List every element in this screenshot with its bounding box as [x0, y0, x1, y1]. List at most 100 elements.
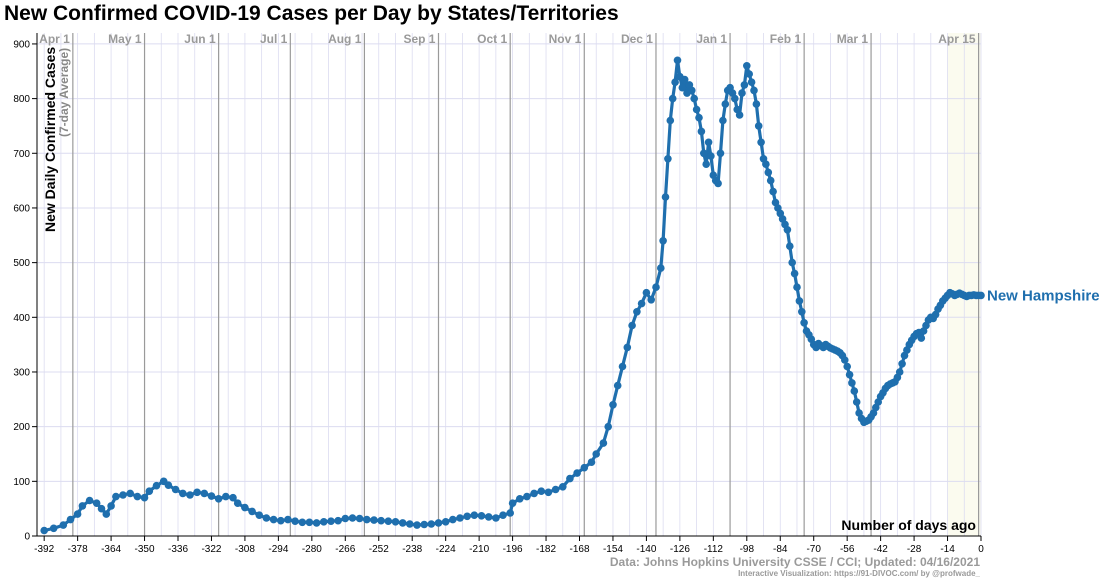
data-point[interactable] [743, 62, 751, 70]
data-point[interactable] [523, 492, 531, 501]
data-point[interactable] [573, 469, 581, 477]
data-point[interactable] [609, 401, 617, 409]
data-point[interactable] [657, 264, 665, 272]
data-point[interactable] [898, 360, 906, 368]
data-point[interactable] [327, 517, 335, 525]
data-point[interactable] [179, 489, 187, 498]
data-point[interactable] [647, 296, 655, 304]
data-point[interactable] [592, 450, 600, 458]
data-point[interactable] [852, 398, 861, 406]
data-point[interactable] [363, 515, 371, 524]
data-point[interactable] [348, 514, 357, 522]
data-point[interactable] [284, 515, 292, 524]
data-point[interactable] [783, 226, 792, 234]
data-point[interactable] [59, 521, 68, 529]
data-point[interactable] [305, 518, 314, 527]
data-point[interactable] [434, 519, 443, 527]
data-point[interactable] [566, 474, 574, 483]
data-point[interactable] [119, 491, 127, 499]
data-point[interactable] [678, 83, 687, 92]
data-point[interactable] [740, 81, 749, 89]
data-point[interactable] [145, 487, 154, 496]
data-point[interactable] [666, 116, 675, 125]
data-point[interactable] [795, 297, 804, 305]
data-point[interactable] [786, 242, 794, 250]
data-point[interactable] [580, 463, 589, 472]
data-point[interactable] [384, 517, 393, 525]
data-point[interactable] [140, 493, 149, 502]
data-point[interactable] [229, 493, 237, 502]
data-point[interactable] [222, 492, 230, 501]
data-point[interactable] [413, 521, 421, 529]
data-point[interactable] [49, 524, 58, 533]
data-point[interactable] [152, 481, 161, 490]
data-point[interactable] [642, 288, 651, 297]
data-point[interactable] [848, 379, 856, 387]
data-point[interactable] [766, 176, 775, 185]
data-point[interactable] [700, 149, 708, 158]
data-point[interactable] [623, 343, 632, 352]
data-point[interactable] [370, 516, 378, 524]
data-point[interactable] [341, 514, 350, 523]
data-point[interactable] [248, 507, 256, 516]
data-point[interactable] [587, 458, 596, 467]
series-label-new-hampshire[interactable]: New Hampshire [987, 287, 1100, 304]
series-group[interactable] [40, 56, 985, 535]
data-point[interactable] [618, 362, 627, 371]
data-point[interactable] [613, 381, 622, 390]
data-point[interactable] [449, 515, 457, 524]
data-point[interactable] [107, 502, 115, 510]
data-point[interactable] [850, 387, 859, 395]
data-point[interactable] [917, 334, 926, 342]
data-point[interactable] [420, 520, 429, 529]
data-point[interactable] [731, 94, 739, 103]
data-point[interactable] [262, 514, 271, 522]
data-point[interactable] [241, 503, 249, 512]
data-point[interactable] [355, 514, 364, 523]
data-point[interactable] [750, 86, 758, 95]
data-point[interactable] [633, 308, 641, 316]
data-point[interactable] [391, 518, 400, 526]
data-point[interactable] [477, 512, 486, 520]
data-point[interactable] [499, 511, 507, 519]
data-point[interactable] [427, 520, 436, 528]
data-point[interactable] [714, 179, 722, 188]
data-point[interactable] [78, 502, 87, 510]
data-point[interactable] [790, 269, 799, 278]
data-point[interactable] [398, 519, 407, 527]
data-point[interactable] [102, 510, 111, 518]
data-point[interactable] [668, 94, 677, 103]
data-point[interactable] [112, 492, 120, 501]
data-point[interactable] [133, 492, 142, 501]
data-point[interactable] [559, 483, 567, 491]
data-point[interactable] [735, 111, 744, 119]
data-point[interactable] [214, 495, 223, 503]
data-point[interactable] [66, 515, 75, 524]
data-point[interactable] [530, 489, 538, 498]
data-point[interactable] [697, 127, 706, 136]
data-point[interactable] [277, 516, 285, 525]
data-point[interactable] [652, 283, 660, 292]
data-point[interactable] [845, 370, 854, 379]
data-point[interactable] [671, 78, 679, 86]
data-point[interactable] [312, 519, 321, 527]
data-point[interactable] [788, 258, 796, 267]
data-point[interactable] [895, 368, 904, 376]
data-point[interactable] [171, 485, 180, 494]
visualization-credit[interactable]: Interactive Visualization: https://91-DI… [738, 569, 980, 578]
data-point[interactable] [456, 514, 464, 522]
data-point[interactable] [719, 116, 727, 125]
data-point[interactable] [628, 321, 636, 330]
data-point[interactable] [40, 526, 48, 535]
data-point[interactable] [126, 489, 134, 498]
data-point[interactable] [255, 511, 264, 519]
data-point[interactable] [704, 138, 713, 147]
data-point[interactable] [377, 516, 385, 525]
data-point[interactable] [843, 362, 851, 371]
data-point[interactable] [207, 492, 216, 500]
data-point[interactable] [707, 152, 715, 160]
data-point[interactable] [702, 160, 710, 168]
data-point[interactable] [537, 487, 546, 496]
data-point[interactable] [738, 89, 746, 97]
data-point[interactable] [164, 481, 173, 490]
